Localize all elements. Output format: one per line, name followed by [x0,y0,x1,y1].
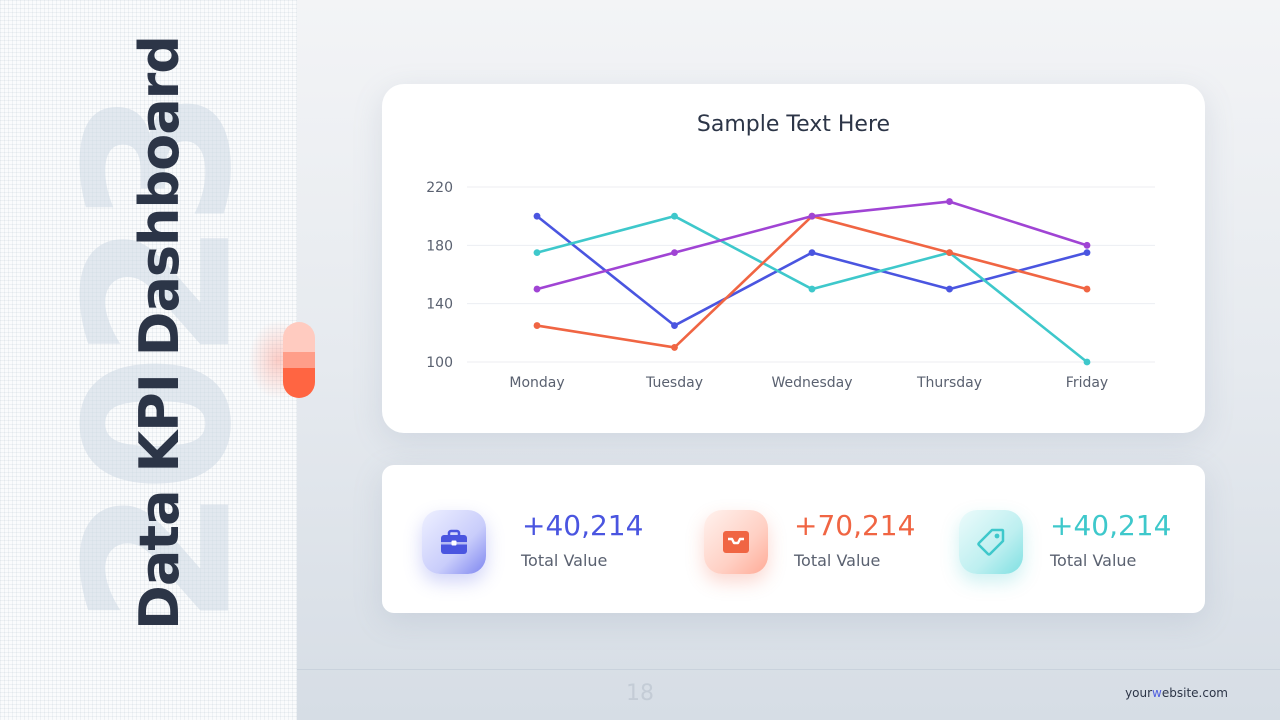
inbox-tray-icon [704,510,768,574]
data-point [533,249,541,257]
kpi-label: Total Value [794,551,881,570]
data-point [1083,285,1091,293]
kpi-value: +40,214 [522,509,644,542]
data-point [808,212,816,220]
website-link[interactable]: yourwebsite.com [1125,686,1228,700]
data-point [946,285,953,293]
data-point [1083,358,1091,366]
data-point [533,212,541,220]
data-point [808,285,816,293]
data-point [671,212,678,220]
data-point [946,198,953,205]
accent-pill [283,322,315,398]
data-point [671,344,678,351]
x-tick-label: Thursday [916,375,982,391]
slide-title: Data KPI Dashboard [128,36,191,630]
data-point [946,249,953,257]
kpi-card: +40,214 Total Value +70,214 Total Value … [382,465,1205,613]
footer-divider [297,669,1280,670]
line-chart: 220 180 140 100 Monday Tuesday Wednesday Thursd… [426,180,1155,391]
data-point [671,249,678,257]
page-number: 18 [626,681,654,706]
kpi-label: Total Value [521,551,608,570]
chart-title: Sample Text Here [696,112,891,137]
data-point [533,285,541,293]
y-tick-label: 100 [426,355,453,371]
data-point [533,322,541,329]
website-suffix: ebsite.com [1161,686,1228,700]
x-tick-label: Wednesday [771,375,852,391]
data-point [808,249,816,257]
left-panel: 2023 Data KPI Dashboard [0,0,297,720]
kpi-value: +40,214 [1050,509,1172,542]
x-tick-label: Friday [1066,375,1108,391]
briefcase-icon [422,510,486,574]
x-tick-label: Tuesday [645,375,703,391]
data-point [1083,249,1091,257]
price-tag-icon [959,510,1023,574]
series-line-1 [535,214,1089,327]
website-highlight: w [1152,686,1162,700]
y-tick-label: 220 [426,180,453,196]
kpi-value: +70,214 [794,509,916,542]
y-tick-label: 140 [426,297,453,313]
kpi-label: Total Value [1050,551,1137,570]
data-point [671,322,678,329]
y-tick-label: 180 [426,238,453,254]
data-point [1083,241,1091,249]
chart-card: Sample Text Here 220 180 140 100 Monday Tuesd… [382,84,1205,433]
website-prefix: your [1125,686,1153,700]
x-tick-label: Monday [509,375,564,391]
